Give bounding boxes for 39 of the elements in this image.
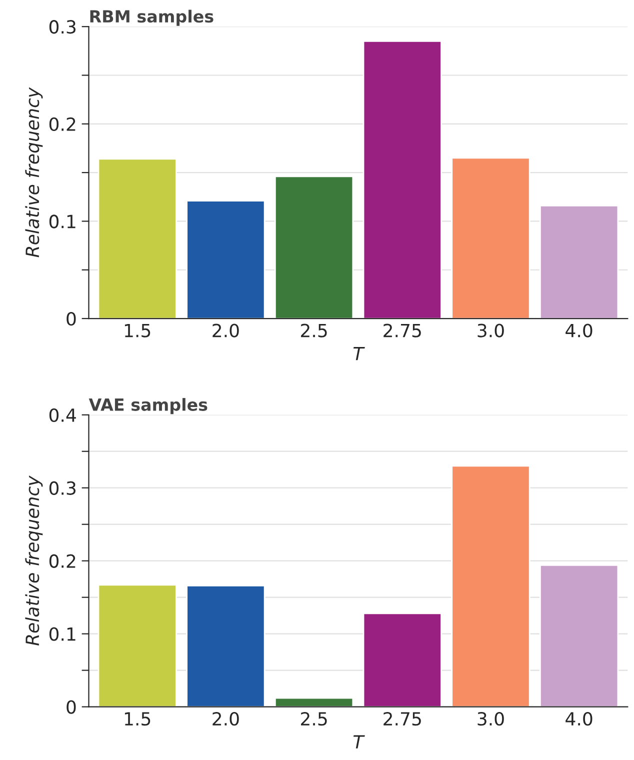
bar [98,584,177,707]
y-tick-label: 0.1 [49,214,76,228]
y-tick-label: 0.3 [49,481,76,495]
y-tick-label: 0 [66,312,76,326]
x-axis-title: T [353,735,365,748]
x-tick-label: 3.0 [478,712,504,726]
y-axis-title: Relative frequency [25,87,43,258]
chart-title: VAE samples [88,398,208,414]
y-tick-label: 0.4 [49,408,76,422]
bar [451,157,530,319]
x-tick-label: 1.5 [124,712,150,726]
bar [186,584,266,707]
y-tick-label: 0 [66,700,76,714]
x-tick-label: 2.5 [301,712,327,726]
x-tick-label: 2.0 [212,324,239,338]
x-axis-title: T [353,346,365,360]
x-tick-label: 2.75 [384,324,421,338]
x-tick-label: 4.0 [566,324,592,338]
bar [362,612,442,707]
x-tick-label: 3.0 [478,324,504,338]
y-tick-label: 0.2 [49,554,76,568]
x-tick-label: 2.5 [301,324,327,338]
y-tick-label: 0.2 [49,117,76,132]
chart-title: RBM samples [90,10,214,26]
y-axis-title: Relative frequency [25,475,43,646]
y-tick-label: 0.1 [49,627,76,641]
bar [274,176,354,319]
y-tick-label: 0.3 [49,20,76,34]
bar [186,200,266,319]
bar [540,564,619,707]
bar [362,40,442,319]
x-tick-label: 2.0 [212,712,239,726]
bar [540,204,619,319]
x-tick-label: 1.5 [124,324,150,338]
bar [98,158,177,319]
bar [451,465,530,707]
bar [274,697,354,707]
x-tick-label: 4.0 [566,712,592,726]
x-tick-label: 2.75 [384,712,421,726]
